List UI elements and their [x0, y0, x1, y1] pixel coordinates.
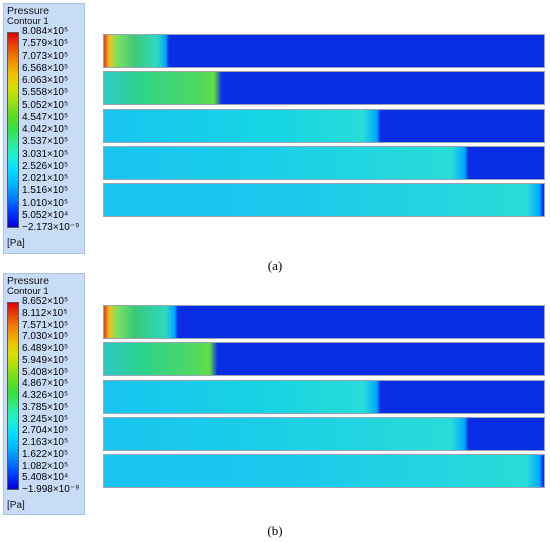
contour-slab: [103, 183, 545, 218]
contour-slab: [103, 145, 545, 180]
contour-slab: [103, 71, 545, 106]
colorbar: [7, 302, 19, 490]
colorbar-tick-label: −1.998×10⁻⁹: [22, 484, 80, 495]
colorbar-tick-label: 7.073×10⁵: [22, 50, 69, 62]
contour-slab: [103, 342, 545, 377]
colorbar-tick-label: 3.245×10⁵: [22, 413, 69, 425]
colorbar-tick-label: 1.622×10⁵: [22, 448, 69, 460]
colorbar-tick-label: 5.558×10⁵: [22, 87, 69, 99]
colorbar-tick-label: −2.173×10⁻⁹: [22, 222, 80, 233]
colorbar-tick-label: 4.326×10⁵: [22, 390, 69, 401]
colorbar-tick-label: 6.489×10⁵: [22, 343, 69, 354]
colorbar-tick-label: 5.408×10⁴: [22, 472, 69, 484]
colorbar-tick-label: 6.568×10⁵: [22, 62, 69, 74]
panel-caption: (a): [267, 258, 283, 273]
colorbar-tick-label: 2.021×10⁵: [22, 173, 69, 184]
colorbar-tick-label: 4.042×10⁵: [22, 124, 69, 135]
colorbar-tick-label: 2.704×10⁵: [22, 425, 69, 437]
colorbar-tick-label: 1.082×10⁵: [22, 460, 69, 472]
panel-caption: (b): [267, 523, 283, 538]
legend-unit: [Pa]: [7, 500, 25, 511]
colorbar-tick-label: 5.052×10⁵: [22, 99, 69, 111]
colorbar-tick-label: 8.084×10⁵: [22, 26, 69, 37]
colorbar-tick-label: 4.867×10⁵: [22, 378, 69, 390]
legend-unit: [Pa]: [7, 238, 25, 249]
colorbar-tick-label: 7.579×10⁵: [22, 38, 69, 50]
colorbar-tick-label: 1.010×10⁵: [22, 197, 69, 209]
colorbar-tick-label: 5.052×10⁴: [22, 209, 69, 221]
contour-slab: [103, 108, 545, 143]
colorbar-tick-label: 7.030×10⁵: [22, 331, 69, 343]
colorbar-tick-label: 3.785×10⁵: [22, 401, 69, 413]
colorbar-tick-label: 2.526×10⁵: [22, 160, 69, 172]
pressure-legend: Pressure Contour 1 8.084×10⁵ 7.579×10⁵ 7.073…: [3, 3, 85, 254]
contour-slab: [103, 305, 545, 339]
contour-slab: [103, 454, 545, 489]
colorbar-tick-label: 8.112×10⁵: [22, 307, 68, 319]
colorbar-tick-label: 8.652×10⁵: [22, 296, 69, 307]
colorbar-tick-label: 3.031×10⁵: [22, 148, 69, 160]
colorbar-tick-label: 1.516×10⁵: [22, 185, 69, 197]
colorbar-tick-label: 5.408×10⁵: [22, 366, 69, 378]
legend-title: Pressure: [7, 5, 50, 17]
colorbar-tick-label: 2.163×10⁵: [22, 437, 69, 448]
colorbar-tick-label: 7.571×10⁵: [22, 319, 69, 331]
pressure-legend: Pressure Contour 1 8.652×10⁵ 8.112×10⁵ 7.571…: [3, 273, 85, 515]
colorbar-tick-label: 3.537×10⁵: [22, 136, 69, 148]
legend-subtitle: Contour 1: [7, 286, 49, 297]
colorbar-tick-label: 4.547×10⁵: [22, 111, 69, 123]
contour-slab: [103, 34, 545, 68]
colorbar-tick-label: 6.063×10⁵: [22, 75, 69, 86]
colorbar-tick-label: 5.949×10⁵: [22, 354, 69, 366]
contour-slab: [103, 416, 545, 451]
legend-subtitle: Contour 1: [7, 16, 49, 27]
legend-title: Pressure: [7, 275, 50, 287]
colorbar: [7, 32, 19, 228]
contour-slab: [103, 379, 545, 414]
